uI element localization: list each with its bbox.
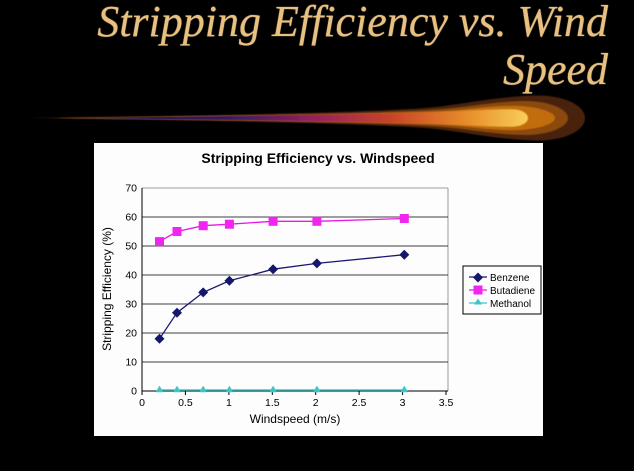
svg-text:2.5: 2.5 — [352, 397, 367, 409]
svg-text:3.5: 3.5 — [439, 397, 454, 409]
svg-text:1.5: 1.5 — [265, 397, 280, 409]
svg-text:Benzene: Benzene — [490, 273, 530, 284]
svg-text:50: 50 — [125, 241, 137, 253]
svg-text:3: 3 — [400, 397, 406, 409]
svg-text:1: 1 — [226, 397, 232, 409]
svg-text:10: 10 — [125, 357, 137, 369]
svg-text:0: 0 — [131, 386, 137, 398]
svg-text:2: 2 — [313, 397, 319, 409]
svg-text:40: 40 — [125, 270, 137, 282]
svg-text:20: 20 — [125, 328, 137, 340]
svg-text:Butadiene: Butadiene — [490, 286, 535, 297]
svg-text:60: 60 — [125, 212, 137, 224]
svg-text:Windspeed (m/s): Windspeed (m/s) — [250, 412, 341, 426]
svg-text:Stripping Efficiency (%): Stripping Efficiency (%) — [100, 227, 114, 351]
svg-text:Stripping Efficiency vs. Winds: Stripping Efficiency vs. Windspeed — [201, 150, 434, 166]
svg-text:30: 30 — [125, 299, 137, 311]
svg-text:0.5: 0.5 — [178, 397, 193, 409]
svg-text:Methanol: Methanol — [490, 299, 531, 310]
svg-text:0: 0 — [139, 397, 145, 409]
svg-text:70: 70 — [125, 183, 137, 195]
